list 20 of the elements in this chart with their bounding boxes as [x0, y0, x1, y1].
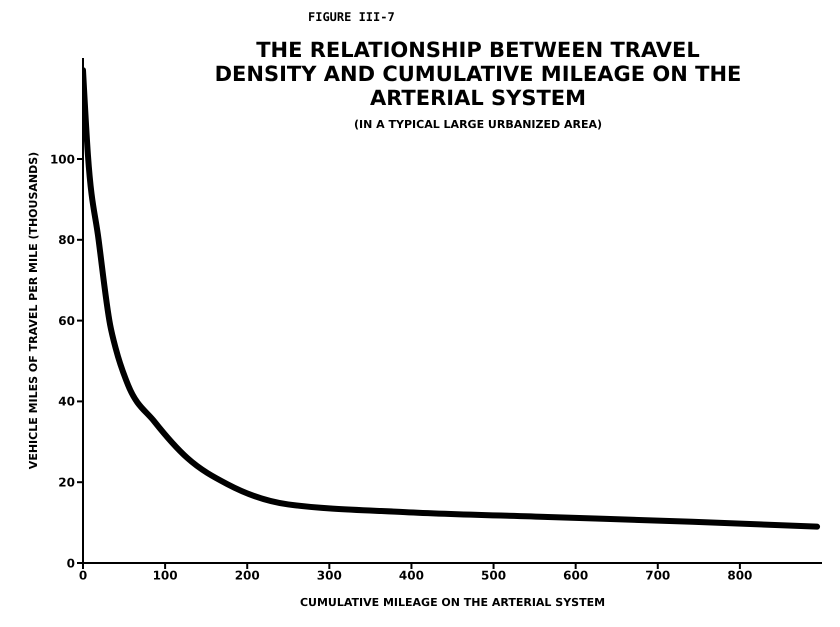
x-axis-title: CUMULATIVE MILEAGE ON THE ARTERIAL SYSTEM — [300, 596, 606, 609]
x-tick-label: 200 — [234, 568, 260, 583]
y-tick-label: 40 — [58, 394, 75, 409]
y-tick-label: 20 — [58, 475, 75, 490]
y-axis-title: VEHICLE MILES OF TRAVEL PER MILE (THOUSANDS) — [26, 152, 40, 470]
y-tick-label: 80 — [58, 233, 75, 248]
text: (IN A TYPICAL LARGE URBANIZED AREA) — [353, 118, 603, 131]
y-tick-label: 0 — [66, 556, 75, 570]
x-tick-label: 700 — [645, 568, 670, 583]
x-tick-label: 400 — [398, 568, 424, 583]
x-tick-label: 0 — [78, 568, 88, 583]
x-tick-label: 300 — [316, 568, 342, 583]
x-tick-label: 800 — [727, 568, 752, 583]
text: FIGURE III-7 — [308, 10, 395, 24]
x-tick-label: 600 — [563, 568, 588, 583]
x-tick-label: 500 — [481, 568, 506, 583]
y-tick-label: 100 — [50, 152, 75, 166]
x-tick-label: 100 — [152, 568, 178, 583]
chart-title: THE RELATIONSHIP BETWEEN TRAVEL DENSITY AND CUMULATIVE MILEAGE ON THE ARTERIAL SYSTEM — [214, 38, 742, 110]
y-tick-label: 60 — [58, 314, 75, 328]
